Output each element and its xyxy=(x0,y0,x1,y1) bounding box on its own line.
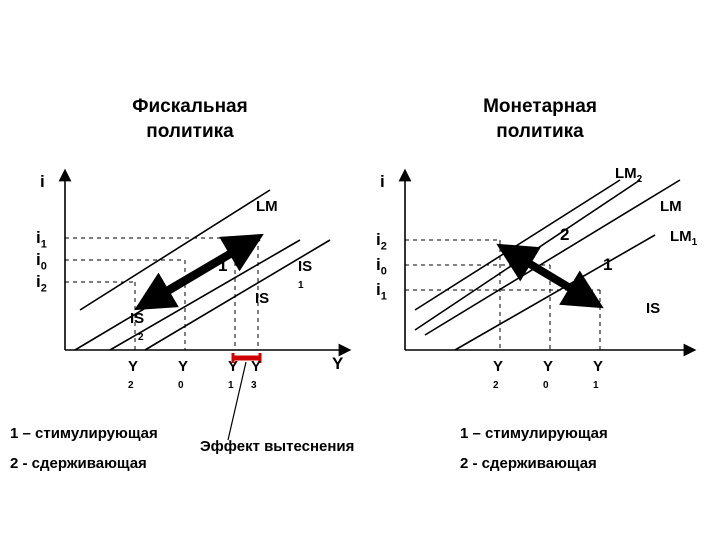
left-shift-2: 2 xyxy=(162,283,171,303)
right-lm1-line xyxy=(425,180,680,335)
right-shift-1: 1 xyxy=(603,255,612,275)
right-shift-2: 2 xyxy=(560,225,569,245)
right-foot2: 2 - сдерживающая xyxy=(460,455,597,472)
left-y1: Y1 xyxy=(228,358,238,392)
left-is1-line xyxy=(145,240,330,350)
right-y0: Y0 xyxy=(543,358,553,392)
left-Y: Y xyxy=(332,354,343,374)
left-y3: Y3 xyxy=(251,358,261,392)
right-y2: Y2 xyxy=(493,358,503,392)
right-lm-label: LM xyxy=(660,198,682,215)
right-is-label: IS xyxy=(646,300,660,317)
left-y2: Y2 xyxy=(128,358,138,392)
right-foot1: 1 – стимулирующая xyxy=(460,425,608,442)
crowding-out-label: Эффект вытеснения xyxy=(200,438,354,455)
right-i2: i2 xyxy=(376,230,387,252)
right-lm1-label: LM1 xyxy=(670,228,697,248)
right-i0: i0 xyxy=(376,255,387,277)
left-shift-1: 1 xyxy=(218,256,227,276)
right-is-line xyxy=(455,235,655,350)
left-y0: Y0 xyxy=(178,358,188,392)
left-lm-label: LM xyxy=(256,198,278,215)
left-i-axis-label: i xyxy=(40,172,45,192)
left-i1: i1 xyxy=(36,228,47,250)
left-is2-label: IS2 xyxy=(130,310,144,344)
left-is1-label: IS1 xyxy=(298,258,312,292)
right-i-axis-label: i xyxy=(380,172,385,192)
left-is-label: IS xyxy=(255,290,269,307)
right-y1: Y1 xyxy=(593,358,603,392)
left-i2: i2 xyxy=(36,272,47,294)
left-foot1: 1 – стимулирующая xyxy=(10,425,158,442)
left-foot2: 2 - сдерживающая xyxy=(10,455,147,472)
left-i0: i0 xyxy=(36,250,47,272)
right-i1: i1 xyxy=(376,280,387,302)
right-lm2-label: LM2 xyxy=(615,165,642,185)
